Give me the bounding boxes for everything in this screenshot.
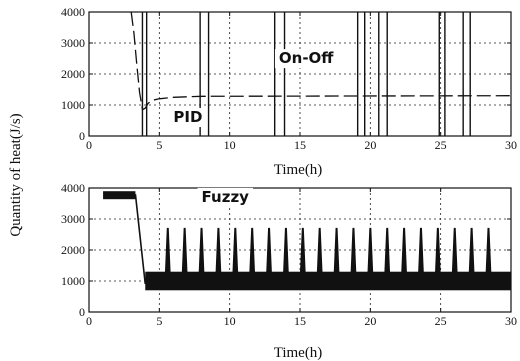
bottom-x-tick-label-30: 30 [505,314,517,328]
bottom-fuzzy-spike-3 [215,227,222,273]
bottom-fuzzy-spike-1 [181,227,188,273]
top-annotation-on-off: On-Off [279,49,334,67]
bottom-y-tick-label-3000: 3000 [61,212,85,226]
panel-bottom: 0 5 10 15 20 25 30 0 1000 2000 3000 4000 Fuzzy [61,181,517,328]
top-y-tick-label-1000: 1000 [61,98,85,112]
bottom-fuzzy-spike-0 [164,227,171,273]
bottom-x-tick-label-0: 0 [86,314,92,328]
bottom-annotation-fuzzy: Fuzzy [202,188,250,206]
top-x-tick-label-25: 25 [435,138,447,152]
bottom-fuzzy-spike-11 [350,227,357,273]
bottom-x-tick-label-15: 15 [294,314,306,328]
top-x-tick-label-0: 0 [86,138,92,152]
bottom-y-tick-label-1000: 1000 [61,274,85,288]
bottom-x-tick-label-25: 25 [435,314,447,328]
top-y-tick-label-3000: 3000 [61,36,85,50]
bottom-x-tick-label-20: 20 [364,314,376,328]
bottom-fuzzy-spike-10 [333,227,340,273]
bottom-fuzzy-spike-4 [232,227,239,273]
bottom-fuzzy-spike-9 [316,227,323,273]
bottom-fuzzy-spike-6 [266,227,272,273]
top-x-tick-label-30: 30 [505,138,517,152]
bottom-y-tick-label-4000: 4000 [61,181,85,195]
shared-y-axis-label: Quantity of heat(J/s) [8,113,24,236]
top-annotation-pid: PID [173,108,202,126]
bottom-fuzzy-spike-5 [249,227,255,273]
bottom-fuzzy-spike-19 [485,227,492,273]
bottom-fuzzy-spike-8 [299,227,306,273]
top-x-axis-label: Time(h) [274,162,323,178]
bottom-fuzzy-spike-13 [384,227,391,273]
bottom-fuzzy-spike-7 [283,227,289,273]
bottom-fuzzy-spike-18 [468,227,475,273]
top-x-tick-label-15: 15 [294,138,306,152]
bottom-x-tick-label-10: 10 [224,314,236,328]
bottom-fuzzy-spike-2 [198,227,205,273]
top-x-tick-label-10: 10 [224,138,236,152]
bottom-fuzzy-spike-16 [435,227,441,273]
bottom-x-tick-label-5: 5 [156,314,162,328]
bottom-fuzzy-spike-12 [367,227,374,273]
bottom-y-tick-label-0: 0 [79,305,85,319]
bottom-fuzzy-spike-15 [418,227,424,273]
bottom-fuzzy-initial [103,191,136,200]
top-y-tick-label-0: 0 [79,129,85,143]
bottom-fuzzy-spike-17 [451,227,458,273]
top-y-tick-label-4000: 4000 [61,5,85,19]
bottom-y-tick-label-2000: 2000 [61,243,85,257]
bottom-fuzzy-oscillation-band [145,271,511,291]
bottom-fuzzy-drop [134,194,147,285]
bottom-x-axis-label: Time(h) [274,345,323,361]
top-y-tick-label-2000: 2000 [61,67,85,81]
top-x-tick-label-5: 5 [156,138,162,152]
bottom-annotation-bg-0 [197,187,254,207]
top-annotation-bg-1 [169,108,206,128]
panel-top: 0 5 10 15 20 25 30 0 1000 2000 3000 4000 On-Off PID [61,5,517,152]
top-x-tick-label-20: 20 [364,138,376,152]
top-annotation-bg-0 [274,49,340,69]
bottom-fuzzy-spike-14 [401,227,407,273]
